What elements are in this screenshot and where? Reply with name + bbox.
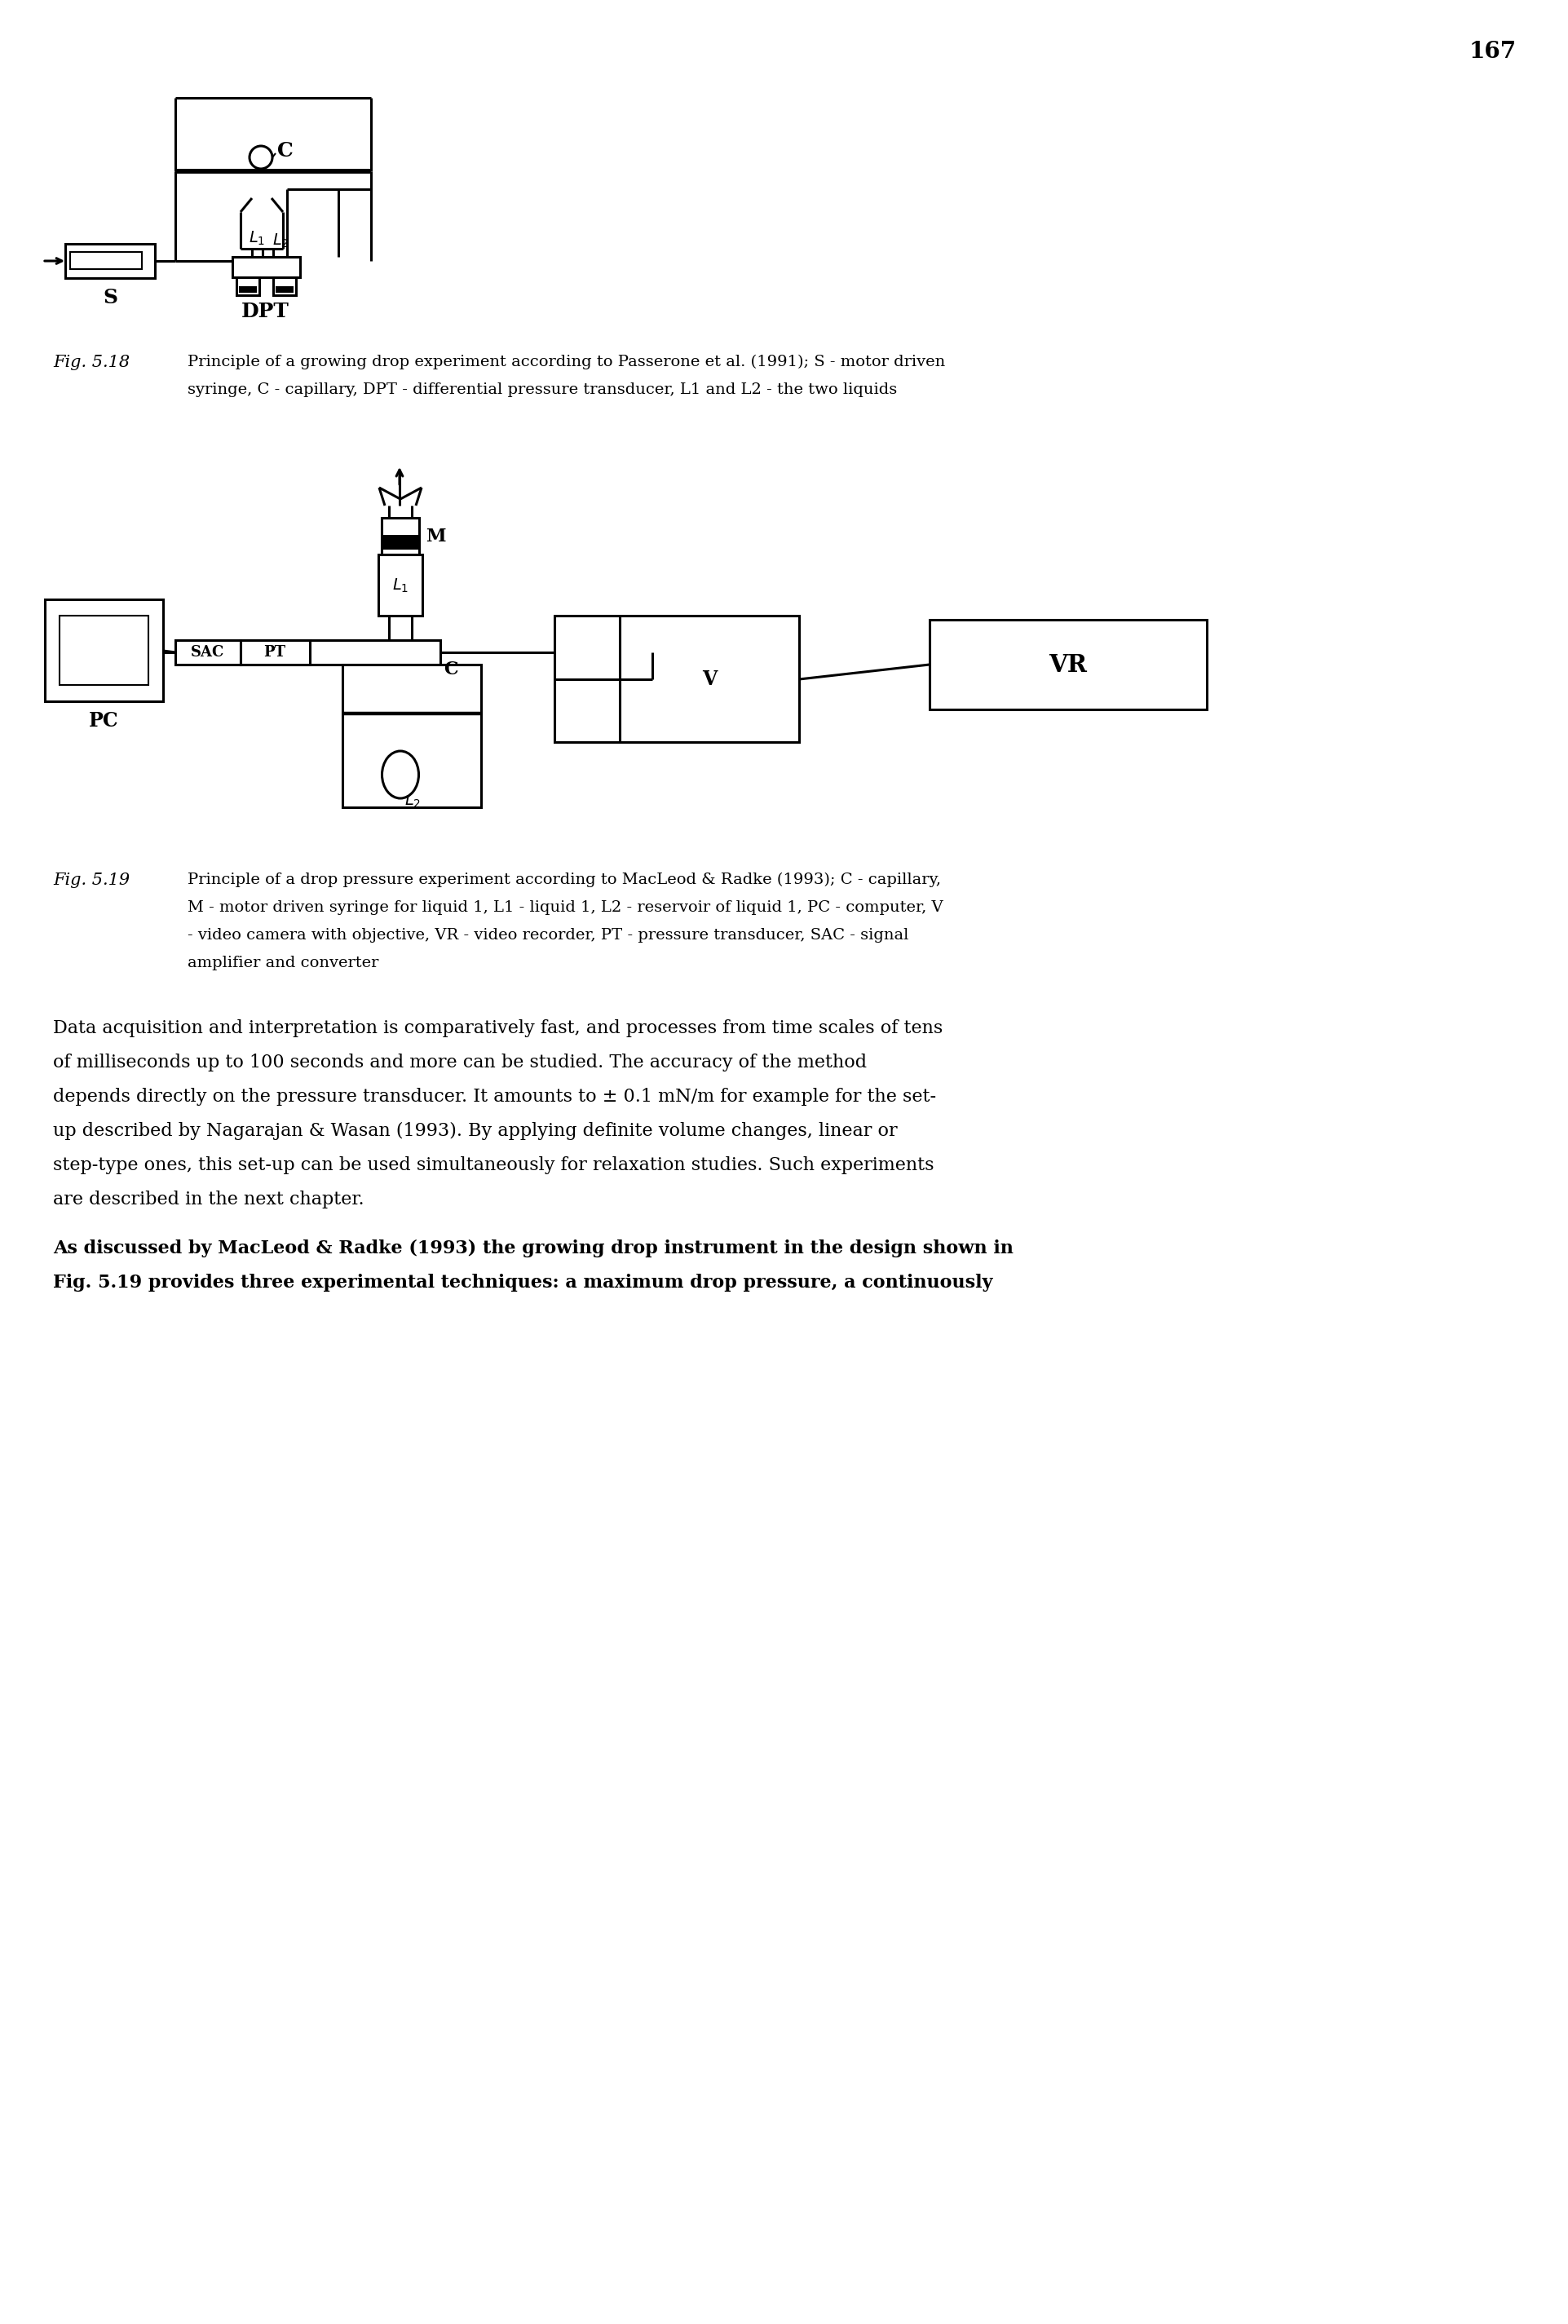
Text: M - motor driven syringe for liquid 1, L1 - liquid 1, L2 - reservoir of liquid 1: M - motor driven syringe for liquid 1, L…: [188, 899, 942, 916]
Bar: [60, 616, 149, 686]
Ellipse shape: [383, 751, 419, 799]
Bar: [237, 277, 259, 295]
Text: 167: 167: [1469, 42, 1516, 63]
Bar: [240, 639, 441, 665]
Text: syringe, C - capillary, DPT - differential pressure transducer, L1 and L2 - the : syringe, C - capillary, DPT - differenti…: [188, 383, 897, 397]
Text: $L_1$: $L_1$: [392, 576, 408, 595]
Text: SAC: SAC: [191, 646, 224, 660]
Text: $L_2$: $L_2$: [273, 232, 289, 249]
Text: up described by Nagarajan & Wasan (1993). By applying definite volume changes, l: up described by Nagarajan & Wasan (1993)…: [53, 1122, 897, 1141]
Bar: [930, 621, 1206, 709]
Text: amplifier and converter: amplifier and converter: [188, 955, 378, 971]
Bar: [45, 600, 163, 702]
Bar: [66, 244, 155, 279]
Text: VR: VR: [1049, 653, 1087, 676]
Text: Principle of a growing drop experiment according to Passerone et al. (1991); S -: Principle of a growing drop experiment a…: [188, 356, 946, 370]
Text: C: C: [444, 660, 458, 679]
Bar: [232, 258, 299, 277]
Text: of milliseconds up to 100 seconds and more can be studied. The accuracy of the m: of milliseconds up to 100 seconds and mo…: [53, 1053, 867, 1071]
Text: PT: PT: [263, 646, 285, 660]
Text: Fig. 5.18: Fig. 5.18: [53, 356, 130, 370]
Text: depends directly on the pressure transducer. It amounts to ± 0.1 mN/m for exampl: depends directly on the pressure transdu…: [53, 1088, 936, 1106]
Text: As discussed by MacLeod & Radke (1993) the growing drop instrument in the design: As discussed by MacLeod & Radke (1993) t…: [53, 1239, 1013, 1257]
Text: DPT: DPT: [241, 302, 289, 321]
Text: Fig. 5.19 provides three experimental techniques: a maximum drop pressure, a con: Fig. 5.19 provides three experimental te…: [53, 1274, 993, 1292]
Text: Principle of a drop pressure experiment according to MacLeod & Radke (1993); C -: Principle of a drop pressure experiment …: [188, 872, 941, 888]
Bar: [273, 277, 296, 295]
Text: M: M: [425, 528, 445, 546]
Text: Data acquisition and interpretation is comparatively fast, and processes from ti: Data acquisition and interpretation is c…: [53, 1020, 942, 1037]
Bar: [71, 251, 141, 270]
Text: V: V: [701, 669, 717, 688]
Bar: [342, 665, 481, 806]
Text: $L_2$: $L_2$: [405, 792, 420, 811]
Bar: [240, 639, 310, 665]
Text: C: C: [278, 142, 293, 160]
Circle shape: [249, 146, 273, 170]
Bar: [238, 286, 257, 293]
Text: step-type ones, this set-up can be used simultaneously for relaxation studies. S: step-type ones, this set-up can be used …: [53, 1157, 933, 1174]
Bar: [276, 286, 293, 293]
Bar: [381, 518, 419, 555]
Bar: [554, 616, 798, 741]
Text: $L_1$: $L_1$: [248, 230, 265, 246]
Bar: [381, 535, 419, 548]
Text: are described in the next chapter.: are described in the next chapter.: [53, 1190, 364, 1208]
Text: Fig. 5.19: Fig. 5.19: [53, 872, 130, 888]
Bar: [176, 639, 240, 665]
Text: S: S: [102, 288, 118, 307]
Text: - video camera with objective, VR - video recorder, PT - pressure transducer, SA: - video camera with objective, VR - vide…: [188, 927, 908, 944]
Bar: [378, 555, 422, 616]
Text: PC: PC: [88, 711, 119, 730]
